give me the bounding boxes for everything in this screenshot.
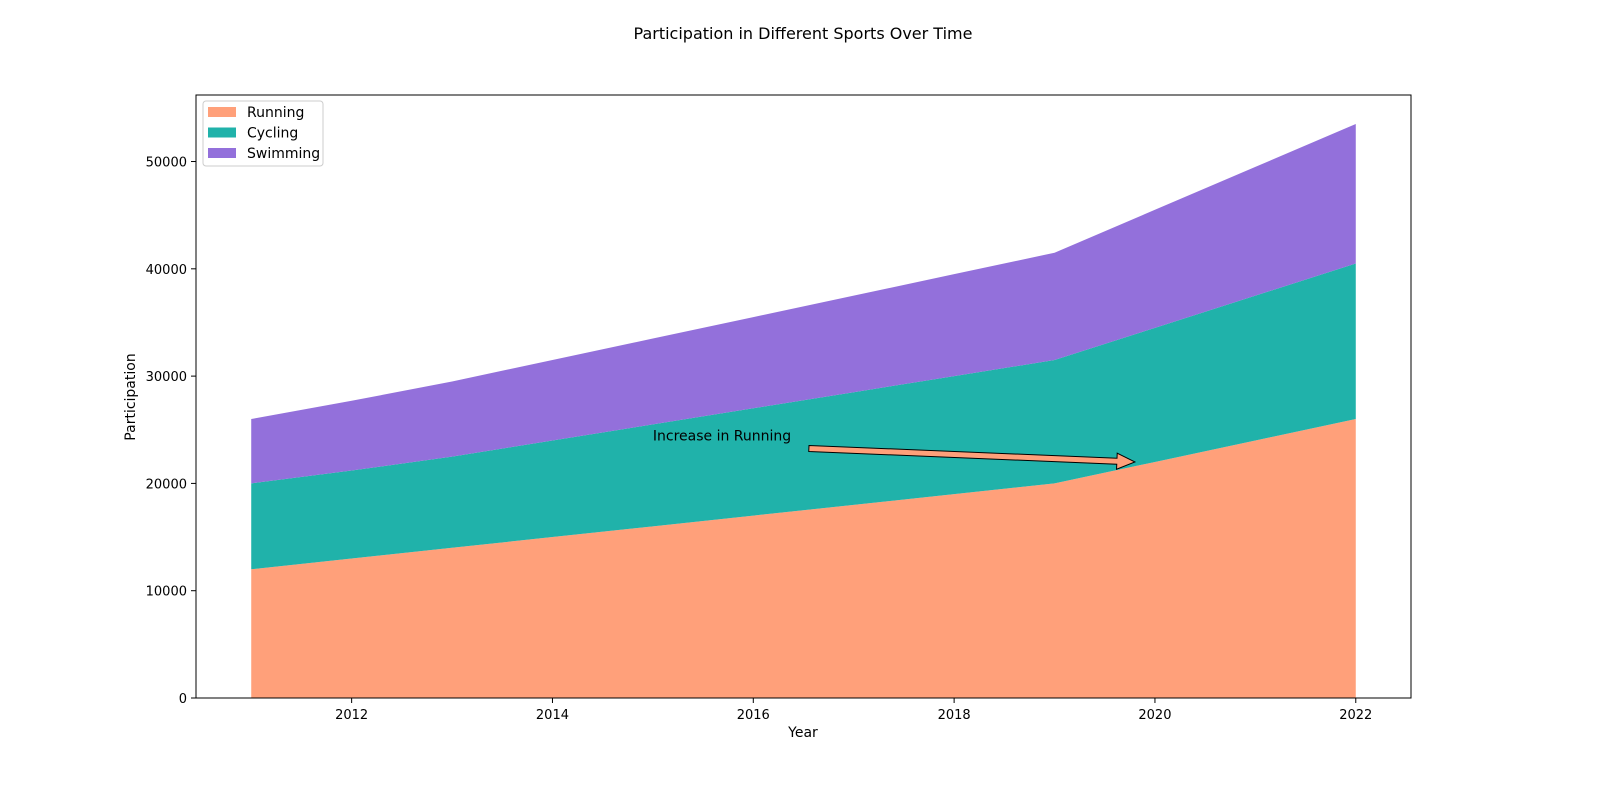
x-tick-label: 2014 [536, 708, 569, 723]
legend-swatch-swimming [208, 148, 236, 158]
y-tick-label: 0 [179, 692, 187, 707]
legend-label-cycling: Cycling [247, 126, 298, 142]
y-tick-label: 40000 [146, 263, 187, 278]
x-tick-label: 2022 [1339, 708, 1372, 723]
y-axis-label: Participation [123, 353, 139, 440]
x-tick-label: 2018 [938, 708, 971, 723]
y-axis: 0 10000 20000 30000 40000 50000 [146, 156, 196, 707]
y-tick-label: 30000 [146, 370, 187, 385]
x-tick-label: 2012 [335, 708, 368, 723]
area-series-group [251, 123, 1356, 698]
legend-swatch-running [208, 107, 236, 117]
x-axis: 2012 2014 2016 2018 2020 2022 [335, 698, 1372, 723]
x-tick-label: 2020 [1138, 708, 1171, 723]
area-cycling [251, 263, 1356, 570]
chart-title: Participation in Different Sports Over T… [634, 24, 973, 43]
annotation-arrow [808, 444, 1137, 470]
y-tick-label: 50000 [146, 156, 187, 171]
y-tick-label: 10000 [146, 585, 187, 600]
legend-label-swimming: Swimming [247, 146, 320, 162]
annotation-text: Increase in Running [653, 428, 791, 444]
x-axis-label: Year [787, 725, 818, 741]
legend: Running Cycling Swimming [202, 100, 324, 167]
plot-frame [195, 94, 1412, 699]
legend-swatch-cycling [208, 127, 236, 138]
legend-label-running: Running [247, 105, 304, 121]
area-running [251, 419, 1356, 698]
y-tick-label: 20000 [146, 477, 187, 492]
x-tick-label: 2016 [737, 708, 770, 723]
annotation: Increase in Running [653, 428, 1137, 470]
area-swimming [251, 123, 1356, 484]
